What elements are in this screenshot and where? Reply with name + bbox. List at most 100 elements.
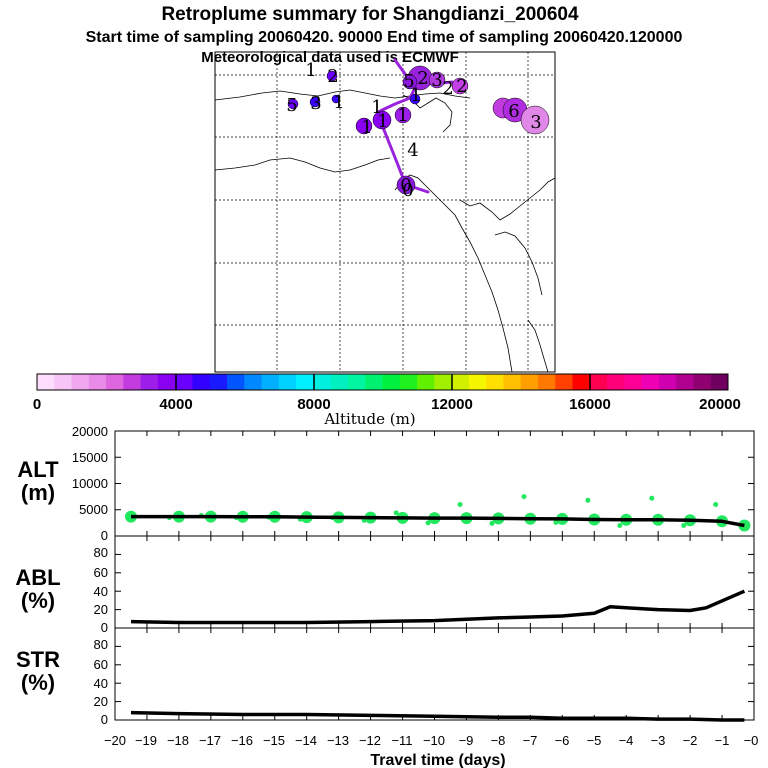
colorbar-cells — [37, 374, 729, 390]
colorbar-cell — [503, 374, 522, 390]
x-tick: −20 — [104, 733, 126, 748]
x-tick: −3 — [651, 733, 666, 748]
colorbar-cell — [192, 374, 211, 390]
x-tick: −15 — [263, 733, 285, 748]
x-tick: −9 — [459, 733, 474, 748]
alt-spread-point — [489, 520, 495, 526]
plume-number: 1 — [361, 117, 372, 138]
x-tick: −13 — [327, 733, 349, 748]
abl-panel-frame — [114, 535, 755, 629]
colorbar-cell — [71, 374, 90, 390]
plume-number: 3 — [310, 93, 321, 114]
plume-number: 3 — [530, 112, 541, 133]
colorbar-cell — [382, 374, 401, 390]
panel-ticks — [114, 430, 755, 721]
plume-number: 1 — [377, 111, 388, 132]
plume-number: 1 — [371, 97, 382, 118]
alt-spread-point — [393, 510, 399, 516]
abl-panel-unit: (%) — [21, 588, 55, 613]
panels: ALT (m) ABL (%) STR (%) 20000 15000 1000… — [15, 424, 758, 768]
x-tick: −4 — [619, 733, 634, 748]
x-tick: −6 — [555, 733, 570, 748]
colorbar-cell — [572, 374, 591, 390]
colorbar-major-ticks — [175, 374, 591, 390]
map: 1 2 1 5 3 1 1 1 1 1 5 2 3 2 2 6 3 4 0 0 — [214, 51, 556, 373]
sampling-times: Start time of sampling 20060420. 90000 E… — [86, 29, 683, 46]
colorbar-cell — [209, 374, 228, 390]
alt-spread-point — [457, 502, 463, 507]
alt-y-tick: 5000 — [79, 502, 108, 517]
alt-line — [131, 514, 745, 528]
colorbar-cell — [244, 374, 262, 390]
plume-marker — [394, 106, 412, 124]
colorbar-tick-label: 16000 — [569, 396, 611, 413]
abl-y-tick: 20 — [94, 602, 108, 617]
str-line — [130, 710, 745, 722]
alt-y-tick: 0 — [101, 528, 108, 543]
colorbar-cell — [417, 374, 435, 390]
colorbar-label: Altitude (m) — [323, 410, 415, 428]
plume-number: 2 — [456, 76, 467, 97]
alt-panel-unit: (m) — [21, 480, 55, 505]
colorbar-cell — [624, 374, 643, 390]
colorbar-cell — [54, 374, 72, 390]
series-lines — [130, 514, 746, 722]
coastlines — [214, 89, 556, 373]
colorbar-frame — [36, 373, 729, 391]
colorbar-cell — [347, 374, 366, 390]
x-tick: −16 — [231, 733, 253, 748]
colorbar-tick-label: 8000 — [297, 396, 330, 413]
plume-marker — [396, 175, 416, 195]
plume-marker — [372, 110, 392, 130]
plume-number: 2 — [417, 68, 428, 89]
abl-line — [130, 589, 746, 625]
colorbar-cell — [123, 374, 142, 390]
colorbar-cell — [140, 374, 159, 390]
str-y-tick: 20 — [94, 694, 108, 709]
str-panel-frame — [114, 627, 755, 721]
x-tick: −1 — [715, 733, 730, 748]
colorbar-cell — [710, 374, 729, 390]
plume-marker — [326, 70, 338, 82]
plume-number: 5 — [286, 95, 297, 116]
colorbar-cell — [278, 374, 297, 390]
str-y-tick: 40 — [94, 676, 108, 691]
colorbar-cell — [520, 374, 539, 390]
plume-marker — [520, 105, 550, 135]
map-frame — [214, 51, 556, 373]
alt-spread-point — [553, 519, 559, 525]
colorbar-cell — [37, 374, 55, 390]
colorbar-cell — [537, 374, 556, 390]
x-tick: −2 — [683, 733, 698, 748]
abl-y-tick: 60 — [94, 565, 108, 580]
x-tick: −5 — [587, 733, 602, 748]
title: Retroplume summary for Shangdianzi_20060… — [161, 4, 579, 25]
abl-y-tick: 80 — [94, 545, 108, 560]
abl-y-tick: 40 — [94, 584, 108, 599]
colorbar-tick-label: 12000 — [431, 396, 473, 413]
colorbar-cell — [261, 374, 280, 390]
colorbar-cell — [589, 374, 608, 390]
plume-marker — [331, 94, 341, 104]
plume-number: 2 — [327, 66, 338, 87]
x-tick: −18 — [167, 733, 189, 748]
plume-marker — [402, 74, 418, 90]
alt-spread-point — [649, 495, 655, 501]
colorbar-cell — [399, 374, 418, 390]
alt-panel-label: ALT — [17, 457, 59, 482]
colorbar-cell — [330, 374, 349, 390]
plume-number: 2 — [442, 78, 453, 99]
alt-spread-point — [585, 497, 591, 503]
colorbar-cell — [693, 374, 712, 390]
plume-numbers: 1 2 1 5 3 1 1 1 1 1 5 2 3 2 2 6 3 4 0 0 — [286, 60, 541, 201]
alt-spread-point — [713, 502, 719, 507]
str-y-tick: 80 — [94, 637, 108, 652]
str-y-tick: 60 — [94, 657, 108, 672]
colorbar-tick-label: 4000 — [159, 396, 192, 413]
x-tick: −0 — [744, 733, 759, 748]
plume-marker — [451, 77, 469, 95]
x-tick: −19 — [135, 733, 157, 748]
abl-panel-label: ABL — [15, 565, 60, 590]
colorbar-tick-label: 0 — [33, 396, 41, 413]
x-tick: −12 — [359, 733, 381, 748]
